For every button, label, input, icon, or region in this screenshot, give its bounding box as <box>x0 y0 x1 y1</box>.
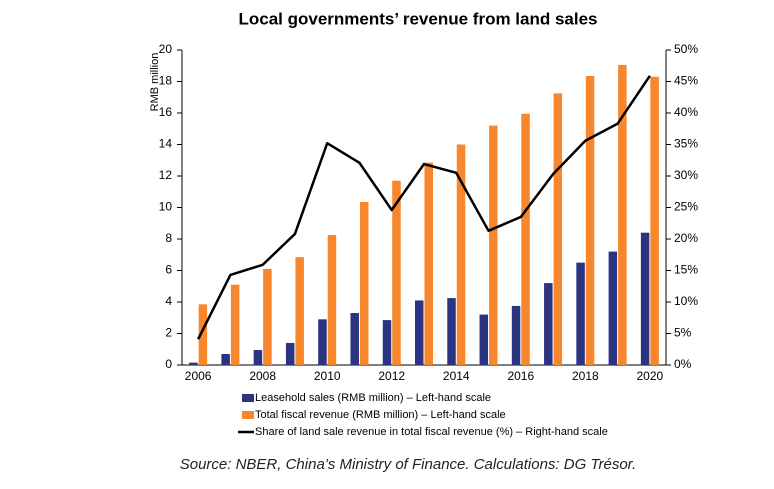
chart-title: Local governments’ revenue from land sal… <box>238 9 597 28</box>
source-note: Source: NBER, China’s Ministry of Financ… <box>180 456 637 473</box>
y-tick-label: 12 <box>159 168 173 182</box>
bar <box>350 313 359 365</box>
y-tick-label: 0 <box>165 357 172 371</box>
y-tick-label: 20 <box>159 42 173 56</box>
y2-tick-label: 0% <box>674 357 692 371</box>
bar <box>382 320 392 365</box>
bar <box>198 304 208 365</box>
x-tick-label: 2006 <box>185 369 212 383</box>
bar <box>285 342 295 365</box>
bar <box>295 257 304 365</box>
bar <box>263 268 272 365</box>
bar <box>415 300 424 365</box>
bar <box>521 113 530 365</box>
legend-label: Share of land sale revenue in total fisc… <box>255 426 608 438</box>
bar <box>189 362 198 365</box>
x-tick-label: 2014 <box>443 369 470 383</box>
y-tick-label: 8 <box>165 231 172 245</box>
bar <box>511 305 521 365</box>
legend-swatch <box>242 394 254 402</box>
bar <box>618 64 627 366</box>
bar <box>230 284 240 365</box>
legend-swatch <box>242 411 254 419</box>
bar <box>479 314 489 365</box>
x-tick-label: 2010 <box>314 369 341 383</box>
bar <box>608 251 618 365</box>
bar <box>359 201 369 365</box>
y2-tick-label: 45% <box>674 74 698 88</box>
bar <box>553 93 563 365</box>
y2-tick-label: 15% <box>674 263 698 277</box>
y-axis-label: RMB million <box>149 53 161 112</box>
legend-label: Leasehold sales (RMB million) – Left-han… <box>255 392 491 404</box>
bar <box>576 262 585 365</box>
y-tick-label: 16 <box>159 105 173 119</box>
x-tick-label: 2018 <box>572 369 599 383</box>
y-tick-label: 2 <box>165 326 172 340</box>
bar <box>253 350 263 365</box>
x-tick-label: 2020 <box>637 369 664 383</box>
x-tick-label: 2012 <box>378 369 405 383</box>
x-tick-label: 2008 <box>249 369 276 383</box>
bar <box>544 283 553 365</box>
bar <box>318 319 327 365</box>
bar <box>640 232 650 365</box>
y-tick-label: 18 <box>159 74 173 88</box>
y2-tick-label: 30% <box>674 168 698 182</box>
y2-tick-label: 35% <box>674 137 698 151</box>
y2-tick-label: 25% <box>674 200 698 214</box>
bar <box>447 298 456 365</box>
y2-tick-label: 5% <box>674 326 692 340</box>
bar <box>585 75 595 366</box>
y-tick-label: 6 <box>165 263 172 277</box>
bar <box>424 162 433 365</box>
y-tick-label: 14 <box>159 137 173 151</box>
bar <box>456 144 466 365</box>
legend-label: Total fiscal revenue (RMB million) – Lef… <box>255 409 506 421</box>
y2-tick-label: 40% <box>674 105 698 119</box>
line-series <box>197 75 651 340</box>
y2-tick-label: 50% <box>674 42 698 56</box>
bar <box>489 125 498 365</box>
y-tick-label: 10 <box>159 200 173 214</box>
bar <box>221 353 230 365</box>
bar <box>327 235 337 365</box>
y2-tick-label: 10% <box>674 294 698 308</box>
y2-tick-label: 20% <box>674 231 698 245</box>
bar <box>650 76 659 366</box>
bar <box>392 180 401 365</box>
x-tick-label: 2016 <box>507 369 534 383</box>
y-tick-label: 4 <box>165 294 172 308</box>
